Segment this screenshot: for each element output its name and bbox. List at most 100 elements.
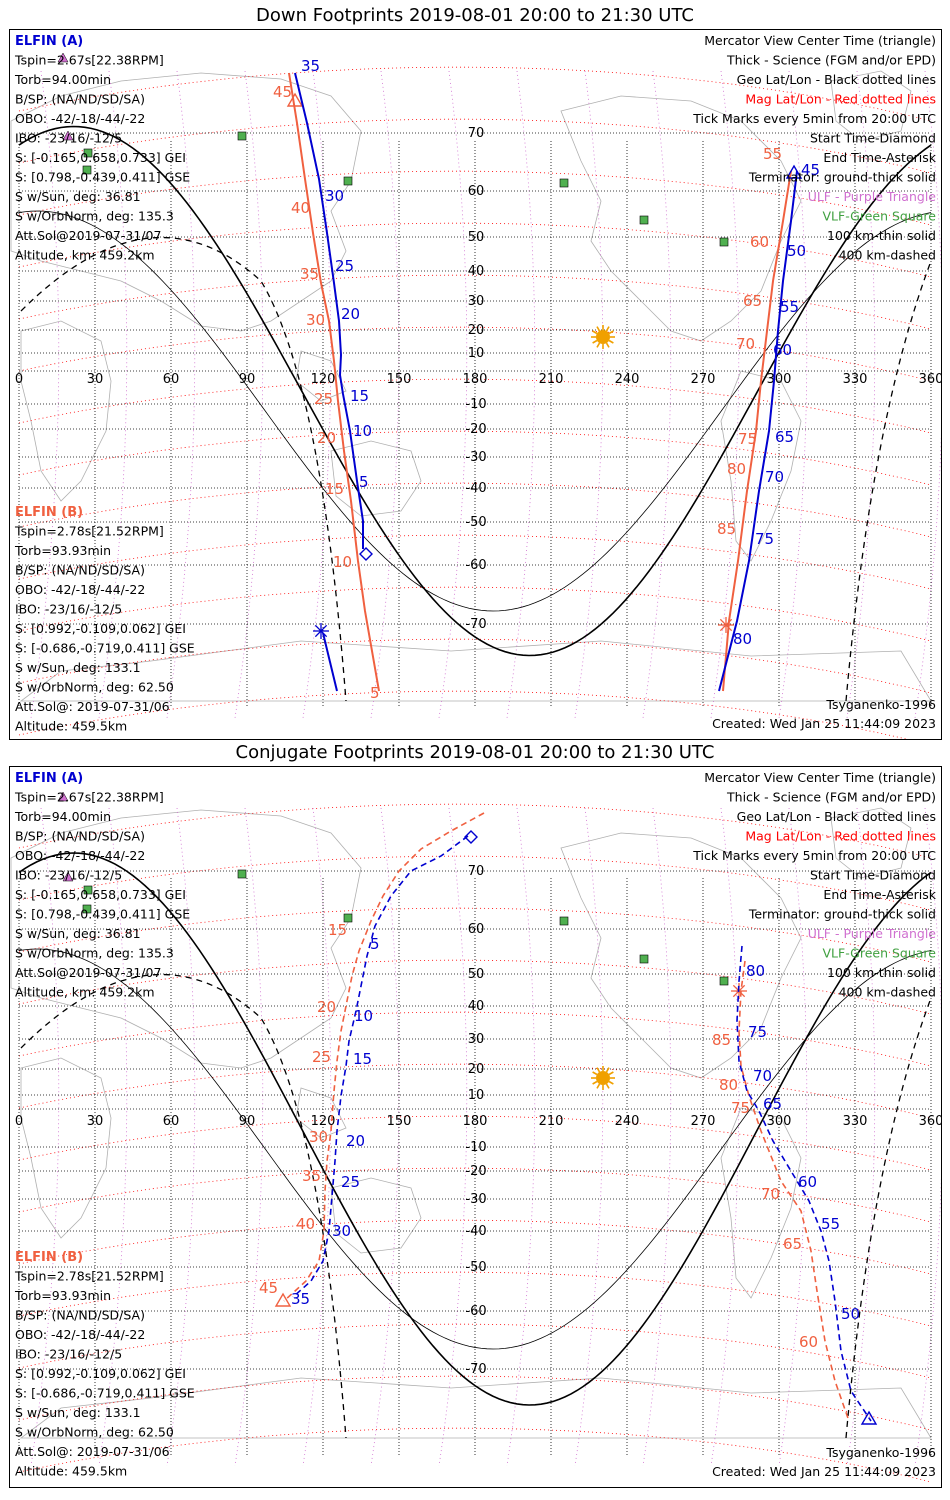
sun-ray — [608, 1080, 614, 1085]
probe-b-info-line: S w/Sun, deg: 133.1 — [15, 660, 141, 675]
track-elfin-b-west: 15 20 25 30 35 40 45 — [259, 812, 485, 1307]
track-elfin-b-west-tick-label: 25 — [312, 1048, 331, 1066]
probe-b-label: ELFIN (B) — [15, 1250, 83, 1265]
lon-tick-label: 120 — [311, 1114, 336, 1129]
lat-tick-label: 30 — [468, 294, 485, 309]
lon-tick-label: 330 — [843, 1114, 868, 1129]
track-elfin-a-west-tail — [322, 632, 338, 692]
lat-tick-label: 60 — [468, 184, 485, 199]
vlf-station-square-icon — [82, 165, 92, 175]
probe-a-info-line: S w/OrbNorm, deg: 135.3 — [15, 946, 174, 961]
track-elfin-a-east-tick-label: 50 — [841, 1305, 860, 1323]
track-elfin-b-west-tick-label: 30 — [306, 311, 325, 329]
track-elfin-a-east-tick-label: 75 — [755, 530, 774, 548]
track-elfin-b-west-tick-label: 40 — [291, 199, 310, 217]
mag-lat-line — [18, 482, 932, 538]
probe-b-info-line: S: [-0.686,-0.719,0.411] GSE — [15, 641, 195, 656]
legend-line: Geo Lat/Lon - Black dotted lines — [737, 809, 936, 824]
legend-line: Terminator: ground-thick solid — [748, 170, 936, 185]
mag-lon-line — [846, 807, 876, 1467]
track-elfin-b-west-tick-label: 40 — [296, 1215, 315, 1233]
track-elfin-b-west-tick-label: 20 — [317, 998, 336, 1016]
legend-line: VLF-Green Square — [822, 946, 936, 961]
lon-tick-label: 90 — [239, 372, 256, 387]
start-diamond-icon — [359, 547, 373, 561]
coastline-3 — [295, 1087, 347, 1139]
track-elfin-b-west: 45 40 35 30 25 20 15 10 5 — [273, 72, 380, 702]
mag-lat-line — [18, 1011, 932, 1067]
vlf-station-square-icon — [343, 913, 353, 923]
sun-ray — [608, 1071, 614, 1076]
track-elfin-a-west-tick-label: 20 — [346, 1132, 365, 1150]
vlf-station-square-icon — [83, 148, 93, 158]
mag-lon-line — [302, 807, 332, 1467]
lat-tick-label: 50 — [468, 967, 485, 982]
mag-grid — [18, 803, 944, 1483]
panel-title-conjugate: Conjugate Footprints 2019-08-01 20:00 to… — [235, 742, 715, 763]
model-label: Tsyganenko-1996 — [825, 697, 936, 712]
mag-lat-line — [18, 534, 932, 590]
mag-lon-line — [370, 807, 400, 1467]
track-elfin-b-west-tick-label: 10 — [333, 553, 352, 571]
sun-ray — [608, 330, 614, 335]
coastline-4 — [560, 95, 802, 342]
track-elfin-a-west-tick-label: 25 — [341, 1173, 360, 1191]
probe-b-info-line: OBO: -42/-18/-44/-22 — [15, 582, 145, 597]
track-elfin-b-east-tick-label: 65 — [783, 1235, 802, 1253]
probe-b-info-line: Att.Sol@: 2019-07-31/06 — [15, 699, 170, 714]
terminator-ground — [18, 125, 932, 657]
lon-tick-label: 180 — [463, 1114, 488, 1129]
mag-lat-line — [18, 326, 932, 382]
sun-ray — [592, 330, 598, 335]
mag-lat-line — [18, 170, 932, 226]
track-elfin-b-east-tick-label: 70 — [761, 1185, 780, 1203]
mag-lon-line — [98, 807, 128, 1467]
sun-icon — [591, 325, 615, 349]
track-elfin-a-west-tick-label: 10 — [353, 422, 372, 440]
mag-lon-line — [234, 70, 264, 719]
probe-b-label: ELFIN (B) — [15, 505, 83, 520]
map-frame-conjugate: 0 30 60 90 120 150 180 210 240 270 300 330 360 70 60 50… — [9, 766, 944, 1488]
map-layer: 0 30 60 90 120 150 180 210 240 270 300 330 360706050… — [10, 33, 943, 746]
mag-lat-line — [18, 1063, 932, 1119]
probe-a-info-line: IBO: -23/16/-12/5 — [15, 131, 122, 146]
track-elfin-a-west: 5 10 15 20 25 30 35 — [291, 830, 478, 1308]
lat-tick-label: 60 — [468, 922, 485, 937]
track-elfin-a-east-tick-label: 80 — [733, 630, 752, 648]
mag-lat-line — [18, 66, 932, 122]
lat-tick-label: -40 — [465, 481, 486, 496]
legend-line: Start Time-Diamond — [810, 131, 936, 146]
mag-lat-line — [18, 1115, 932, 1171]
legend-line: Mag Lat/Lon - Red dotted lines — [745, 92, 936, 107]
mag-lon-line — [710, 70, 740, 719]
track-elfin-b-east-tick-label: 70 — [736, 335, 755, 353]
probe-a-info-line: Tspin=2.67s[22.38RPM] — [14, 53, 164, 68]
track-elfin-a-west-tick-label: 10 — [354, 1007, 373, 1025]
coastline-0 — [10, 72, 362, 332]
probe-a-info-line: S: [0.798,-0.439,0.411] GSE — [15, 907, 190, 922]
track-elfin-a-east-tick-label: 45 — [801, 161, 820, 179]
probe-a-info-line: S w/Sun, deg: 36.81 — [15, 189, 141, 204]
probe-a-info-line: Altitude, km: 459.2km — [15, 248, 155, 263]
ulf-station-triangle-icon — [57, 791, 69, 802]
sun-ray — [596, 342, 601, 348]
mag-lat-line — [18, 274, 932, 330]
track-elfin-a-west-tick-label: 20 — [341, 305, 360, 323]
coastline-2 — [330, 440, 422, 517]
view-center-triangle-icon — [286, 92, 304, 107]
probe-a-info-line: IBO: -23/16/-12/5 — [15, 868, 122, 883]
probe-a-info-line: Altitude, km: 459.2km — [15, 985, 155, 1000]
probe-a-info-line: S w/Sun, deg: 36.81 — [15, 926, 141, 941]
probe-b-info-line: Torb=93.93min — [14, 543, 111, 558]
view-center-triangle-icon — [860, 1410, 878, 1425]
track-elfin-b-west-tick-label: 15 — [328, 921, 347, 939]
probe-a-info-line: Tspin=2.67s[22.38RPM] — [14, 790, 164, 805]
track-elfin-b-west-tick-label: 45 — [259, 1279, 278, 1297]
mag-lon-line — [438, 70, 468, 719]
probe-b-info-line: Tspin=2.78s[21.52RPM] — [14, 1269, 164, 1284]
map-layer: 0 30 60 90 120 150 180 210 240 270 300 330 360706050… — [10, 770, 944, 1483]
legend-line: Mercator View Center Time (triangle) — [704, 33, 936, 48]
coastlines — [10, 70, 932, 702]
lat-tick-label: -10 — [465, 1140, 486, 1155]
created-timestamp: Created: Wed Jan 25 11:44:09 2023 — [712, 1464, 936, 1479]
